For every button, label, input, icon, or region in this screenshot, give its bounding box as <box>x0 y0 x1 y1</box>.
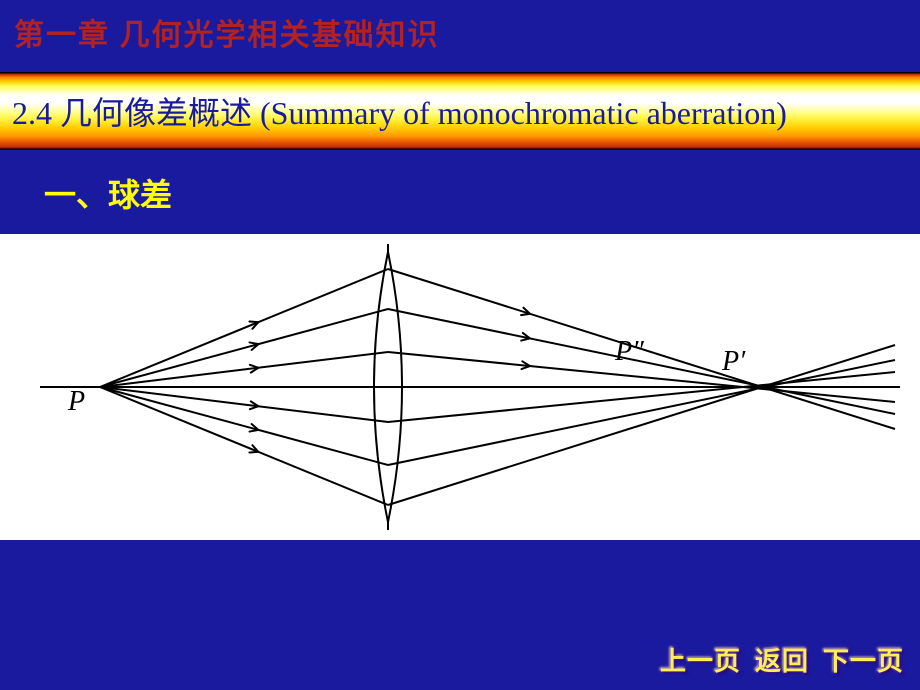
svg-text:P: P <box>67 386 85 417</box>
svg-text:P′: P′ <box>721 346 746 377</box>
chapter-title: 第一章 几何光学相关基础知识 <box>0 0 920 72</box>
prev-page-button[interactable]: 上一页 <box>660 641 741 678</box>
section-title-bar: 2.4 几何像差概述 (Summary of monochromatic abe… <box>0 72 920 150</box>
back-button[interactable]: 返回 <box>755 641 809 678</box>
section-title: 2.4 几何像差概述 (Summary of monochromatic abe… <box>12 88 787 134</box>
next-page-button[interactable]: 下一页 <box>823 641 904 678</box>
subsection-heading: 一、球差 <box>0 150 920 234</box>
svg-text:P″: P″ <box>614 336 644 367</box>
spherical-aberration-diagram: P P″ P′ <box>0 234 920 540</box>
nav-button-row: 上一页 返回 下一页 <box>660 641 904 678</box>
